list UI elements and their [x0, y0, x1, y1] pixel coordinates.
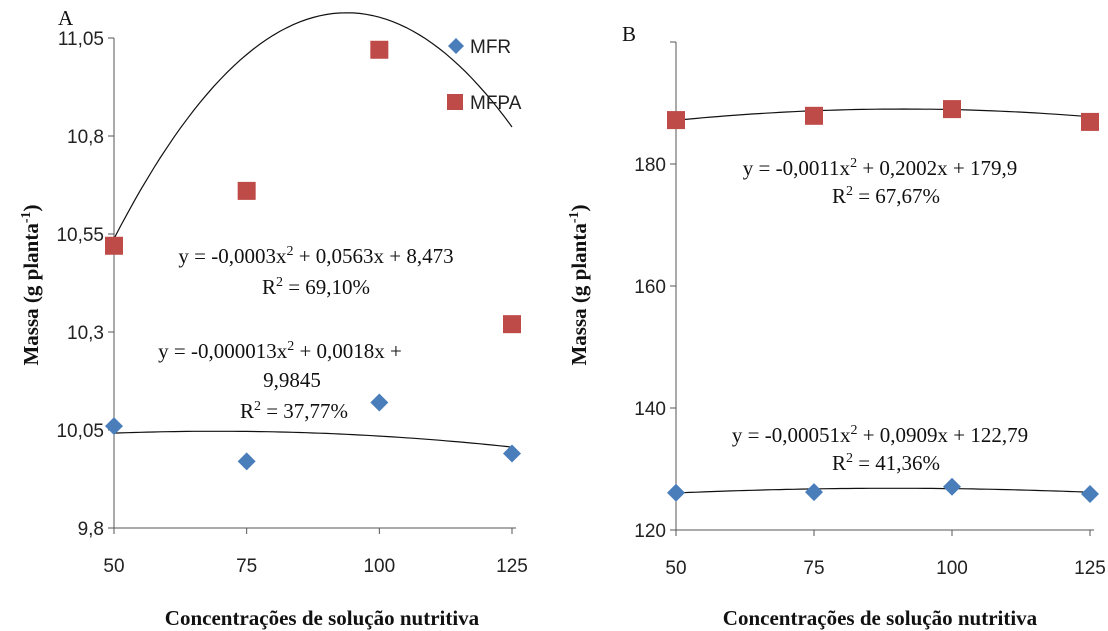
x-tick-label: 50 — [103, 556, 124, 577]
chart-a-mfr-r2: R2 = 37,77% — [240, 399, 348, 423]
data-point-diamond — [667, 483, 685, 502]
chart-a-trendlines — [113, 12, 513, 448]
chart-b-y-tick-labels: 120 140 160 180 — [634, 155, 666, 542]
data-point-diamond — [805, 483, 823, 502]
trendline-mfpa — [113, 12, 513, 239]
chart-a-y-axis-label: Massa (g planta-1) — [19, 204, 43, 365]
x-tick-label: 100 — [936, 558, 968, 579]
y-tick-label: 120 — [634, 521, 666, 542]
x-tick-label: 125 — [1074, 558, 1106, 579]
data-point-square — [943, 100, 961, 119]
trendline-series-0 — [675, 108, 1091, 121]
data-point-diamond — [943, 477, 961, 496]
data-point-square — [667, 111, 685, 130]
legend-mfr-label: MFR — [470, 37, 511, 58]
data-point-square — [503, 315, 521, 334]
x-tick-label: 50 — [665, 558, 686, 579]
chart-b-mfpa-equation: y = -0,0011x2 + 0,2002x + 179,9 — [743, 156, 1018, 180]
panel-label-b: B — [622, 22, 636, 46]
chart-a-mfpa-r2: R2 = 69,10% — [262, 275, 370, 299]
y-tick-label: 11,05 — [58, 29, 104, 50]
chart-b-x-axis-label: Concentrações de solução nutritiva — [723, 606, 1038, 630]
data-point-square — [237, 181, 256, 200]
data-point-diamond — [1081, 485, 1099, 504]
chart-b-x-tick-labels: 50 75 100 125 — [665, 558, 1105, 579]
x-tick-label: 75 — [803, 558, 824, 579]
chart-a-legend: MFR MFPA — [447, 37, 522, 114]
data-point-square — [105, 236, 123, 255]
trendline-mfr — [113, 430, 513, 448]
chart-a-points — [105, 40, 521, 471]
chart-b-y-axis-label: Massa (g planta-1) — [567, 204, 591, 365]
chart-a-x-axis-label: Concentrações de solução nutritiva — [165, 606, 480, 630]
trendline-series-1 — [675, 487, 1091, 494]
data-point-square — [805, 106, 823, 125]
chart-a-x-tick-labels: 50 75 100 125 — [103, 556, 527, 577]
y-tick-label: 160 — [634, 277, 666, 298]
legend-mfpa-marker — [447, 94, 463, 110]
y-tick-label: 10,05 — [56, 421, 104, 442]
y-tick-label: 140 — [634, 399, 666, 420]
chart-b-mfr-equation: y = -0,00051x2 + 0,0909x + 122,79 — [732, 423, 1028, 447]
x-tick-label: 125 — [496, 556, 528, 577]
data-point-diamond — [503, 444, 521, 463]
chart-b-mfr-r2: R2 = 41,36% — [832, 451, 940, 475]
data-point-diamond — [105, 417, 123, 436]
chart-a-y-tick-labels: 9,8 10,05 10,3 10,55 10,8 11,05 — [56, 29, 104, 540]
panel-label-a: A — [58, 6, 74, 30]
chart-a-mfr-equation: y = -0,000013x2 + 0,0018x + — [158, 339, 402, 363]
data-point-square — [370, 40, 389, 59]
y-tick-label: 180 — [634, 155, 666, 176]
y-tick-label: 10,55 — [56, 225, 104, 246]
chart-a-mfpa-equation: y = -0,0003x2 + 0,0563x + 8,473 — [178, 244, 453, 268]
y-tick-label: 10,8 — [67, 127, 104, 148]
data-point-diamond — [370, 393, 389, 412]
chart-a-axes — [108, 37, 516, 534]
x-tick-label: 75 — [236, 556, 257, 577]
chart-a-mfr-equation-cont: 9,9845 — [263, 368, 321, 392]
legend-mfr-marker — [448, 38, 464, 54]
data-point-diamond — [237, 452, 256, 471]
chart-b-trendlines — [675, 108, 1091, 494]
chart-b: B 120 140 160 180 50 75 100 125 Massa (g plant… — [567, 22, 1106, 630]
x-tick-label: 100 — [363, 556, 395, 577]
y-tick-label: 9,8 — [78, 519, 104, 540]
chart-b-points — [667, 100, 1099, 504]
data-point-square — [1081, 112, 1099, 131]
legend-mfpa-label: MFPA — [470, 93, 522, 114]
y-tick-label: 10,3 — [67, 323, 104, 344]
chart-b-mfpa-r2: R2 = 67,67% — [832, 184, 940, 208]
